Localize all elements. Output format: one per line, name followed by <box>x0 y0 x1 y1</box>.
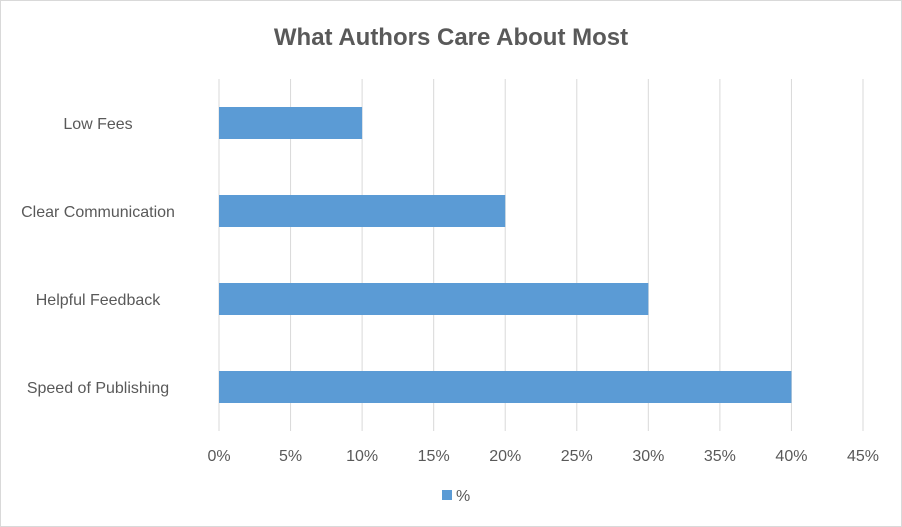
x-tick-label: 35% <box>704 448 736 465</box>
x-tick-label: 0% <box>207 448 230 465</box>
x-tick-label: 40% <box>775 448 807 465</box>
x-tick-label: 10% <box>346 448 378 465</box>
x-tick-label: 20% <box>489 448 521 465</box>
x-tick-label: 45% <box>847 448 879 465</box>
x-tick-label: 30% <box>632 448 664 465</box>
x-tick-label: 15% <box>418 448 450 465</box>
category-label: Low Fees <box>63 116 132 133</box>
legend-label: % <box>456 488 470 505</box>
legend: % <box>442 488 470 505</box>
category-label: Helpful Feedback <box>36 292 162 309</box>
category-label: Speed of Publishing <box>27 380 169 397</box>
category-label: Clear Communication <box>21 204 175 221</box>
bar <box>219 283 649 315</box>
category-labels: Low Fees Clear Communication Helpful Feedb… <box>21 116 175 397</box>
x-tick-label: 25% <box>561 448 593 465</box>
bar <box>219 195 506 227</box>
bar <box>219 107 363 139</box>
chart-title: What Authors Care About Most <box>274 24 628 51</box>
legend-swatch <box>442 490 452 500</box>
tick-labels: 0% 5% 10% 15% 20% 25% 30% 35% 40% 45% <box>207 448 879 465</box>
x-tick-label: 5% <box>279 448 302 465</box>
bar <box>219 371 792 403</box>
bars <box>219 107 792 403</box>
